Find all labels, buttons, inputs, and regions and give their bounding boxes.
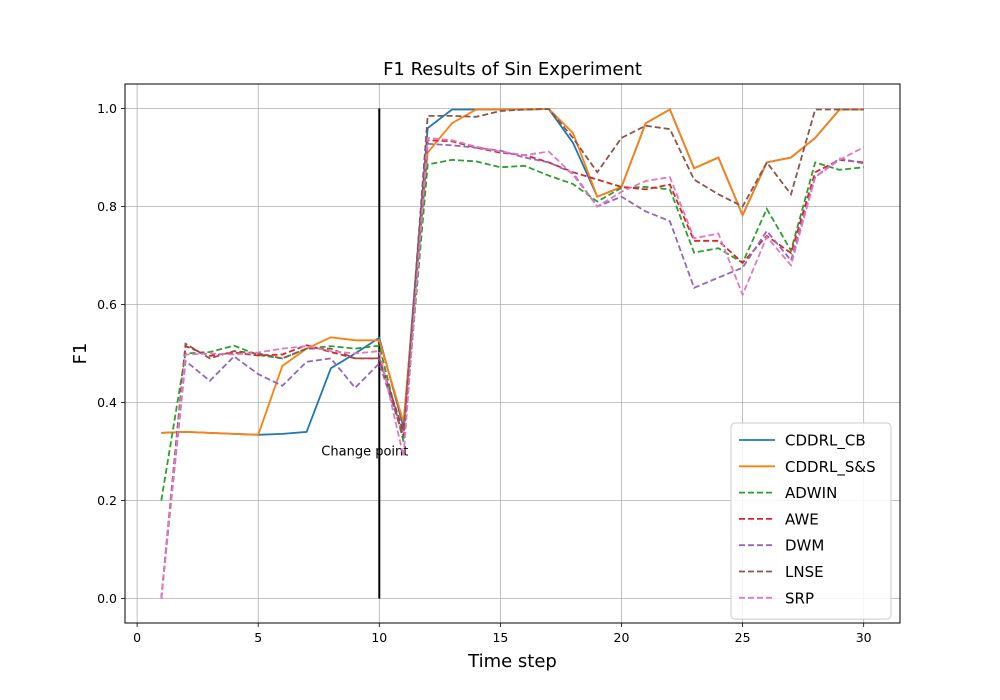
x-tick-label: 0	[133, 630, 141, 645]
x-axis-label: Time step	[467, 651, 557, 672]
x-tick-label: 20	[614, 630, 630, 645]
legend-label: CDDRL_S&S	[785, 458, 876, 477]
legend: CDDRL_CB CDDRL_S&S ADWIN AWE DWM LNSE SRP	[730, 422, 892, 620]
series-line-cddrl-cb	[161, 108, 864, 436]
legend-label: SRP	[785, 589, 814, 607]
legend-label: ADWIN	[785, 484, 837, 502]
x-tick-label: 30	[856, 630, 872, 645]
y-tick-label: 0.4	[97, 395, 117, 410]
x-tick-label: 10	[371, 630, 387, 645]
x-tick-label: 15	[492, 630, 508, 645]
legend-label: AWE	[785, 510, 819, 528]
y-tick-label: 1.0	[97, 101, 117, 116]
y-tick-label: 0.0	[97, 591, 117, 606]
grid	[125, 84, 900, 623]
axis-ticks: 0 5 10 15 20 25 30 0.0 0.2 0.4 0.6 0.8 1.0	[97, 101, 872, 645]
y-tick-label: 0.2	[97, 493, 117, 508]
legend-box	[730, 422, 892, 620]
plot-frame	[124, 83, 901, 624]
legend-label: LNSE	[785, 563, 824, 581]
series-line-lnse	[160, 108, 864, 599]
x-tick-label: 25	[735, 630, 751, 645]
y-axis-label: F1	[70, 343, 91, 365]
x-tick-label: 5	[254, 630, 262, 645]
series-lines	[160, 108, 865, 599]
change-point-label: Change point	[321, 445, 408, 460]
chart-title: F1 Results of Sin Experiment	[383, 59, 642, 80]
series-line-cddrl-s-s	[161, 108, 864, 436]
legend-label: CDDRL_CB	[785, 432, 866, 451]
series-line-srp	[160, 136, 865, 599]
legend-label: DWM	[785, 537, 824, 555]
y-tick-label: 0.6	[97, 297, 117, 312]
y-tick-label: 0.8	[97, 199, 117, 214]
